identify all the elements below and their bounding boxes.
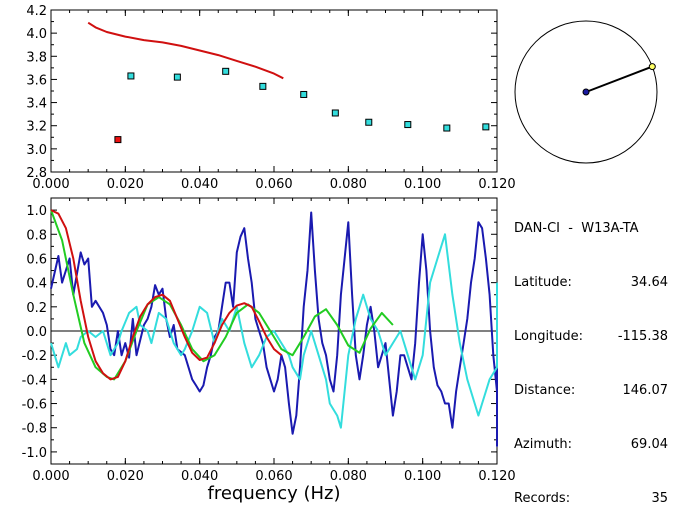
compass-tip-dot bbox=[648, 63, 656, 71]
compass-circle bbox=[514, 20, 658, 164]
compass-center-dot bbox=[582, 88, 590, 96]
azimuth-value: 69.04 bbox=[630, 437, 668, 452]
data-point bbox=[443, 124, 451, 132]
data-point bbox=[127, 72, 135, 80]
info-row-latitude: Latitude: 34.64 bbox=[514, 274, 668, 292]
latitude-label: Latitude: bbox=[514, 275, 572, 290]
y-tick-label: 3.0 bbox=[26, 143, 47, 158]
x-tick-label: 0.040 bbox=[181, 469, 218, 484]
y-tick-label: 4.2 bbox=[26, 4, 47, 19]
x-tick-label: 0.020 bbox=[107, 469, 144, 484]
distance-value: 146.07 bbox=[622, 383, 669, 398]
longitude-label: Longitude: bbox=[514, 329, 584, 344]
info-row-records: Records: 35 bbox=[514, 490, 668, 508]
azimuth-needle bbox=[585, 65, 653, 93]
x-tick-label: 0.000 bbox=[32, 177, 69, 192]
series-line-1 bbox=[50, 233, 498, 429]
longitude-value: -115.38 bbox=[617, 329, 668, 344]
y-tick-label: 2.8 bbox=[26, 166, 47, 181]
x-tick-label: 0.120 bbox=[478, 469, 515, 484]
y-tick-label: -0.6 bbox=[22, 398, 47, 413]
y-tick-label: 3.4 bbox=[26, 97, 47, 112]
y-tick-label: 3.2 bbox=[26, 120, 47, 135]
x-tick-label: 0.020 bbox=[107, 177, 144, 192]
data-point bbox=[114, 136, 122, 144]
y-tick-label: -0.2 bbox=[22, 349, 47, 364]
y-tick-label: -1.0 bbox=[22, 446, 47, 461]
y-tick-label: 4.0 bbox=[26, 27, 47, 42]
y-tick-label: 0.0 bbox=[26, 325, 47, 340]
info-row-distance: Distance: 146.07 bbox=[514, 382, 668, 400]
data-point bbox=[331, 109, 339, 117]
x-axis-label: frequency (Hz) bbox=[207, 483, 340, 504]
data-point bbox=[482, 123, 490, 131]
x-tick-label: 0.080 bbox=[330, 469, 367, 484]
correlation-plot: 0.000 0.020 0.040 0.060 0.080 0.100 0.120 -1.0 -… bbox=[22, 197, 516, 504]
info-row-longitude: Longitude: -115.38 bbox=[514, 328, 668, 346]
data-point bbox=[173, 73, 181, 81]
y-tick-label: 1.0 bbox=[26, 204, 47, 219]
y-tick-label: -0.8 bbox=[22, 422, 47, 437]
azimuth-compass bbox=[514, 20, 658, 164]
data-point bbox=[404, 121, 412, 129]
y-tick-label: 0.8 bbox=[26, 228, 47, 243]
series-line-3 bbox=[50, 209, 283, 381]
azimuth-label: Azimuth: bbox=[514, 437, 572, 452]
data-point bbox=[222, 67, 230, 75]
y-tick-label: 0.4 bbox=[26, 277, 47, 292]
x-tick-label: 0.080 bbox=[330, 177, 367, 192]
data-point bbox=[300, 90, 308, 98]
records-value: 35 bbox=[651, 491, 668, 506]
series-line-0 bbox=[87, 21, 284, 80]
station-info: DAN-CI - W13A-TA Latitude: 34.64 Longitud… bbox=[514, 184, 668, 526]
distance-label: Distance: bbox=[514, 383, 576, 398]
x-tick-label: 0.060 bbox=[255, 177, 292, 192]
y-tick-label: 0.6 bbox=[26, 252, 47, 267]
station-title: DAN-CI - W13A-TA bbox=[514, 220, 668, 238]
records-label: Records: bbox=[514, 491, 571, 506]
x-tick-label: 0.100 bbox=[404, 177, 441, 192]
x-tick-label: 0.100 bbox=[404, 469, 441, 484]
y-tick-label: 0.2 bbox=[26, 301, 47, 316]
x-tick-label: 0.060 bbox=[255, 469, 292, 484]
y-tick-label: 3.8 bbox=[26, 50, 47, 65]
station-name: DAN-CI - W13A-TA bbox=[514, 221, 639, 236]
info-row-azimuth: Azimuth: 69.04 bbox=[514, 436, 668, 454]
latitude-value: 34.64 bbox=[630, 275, 668, 290]
y-tick-label: -0.4 bbox=[22, 373, 47, 388]
x-tick-label: 0.040 bbox=[181, 177, 218, 192]
x-tick-label: 0.000 bbox=[32, 469, 69, 484]
dispersion-plot: 0.000 0.020 0.040 0.060 0.080 0.100 0.120 2.8 3.… bbox=[26, 4, 515, 192]
data-point bbox=[365, 118, 373, 126]
data-point bbox=[259, 82, 267, 90]
x-tick-label: 0.120 bbox=[478, 177, 515, 192]
y-tick-label: 3.6 bbox=[26, 73, 47, 88]
series-line-0 bbox=[50, 211, 498, 447]
